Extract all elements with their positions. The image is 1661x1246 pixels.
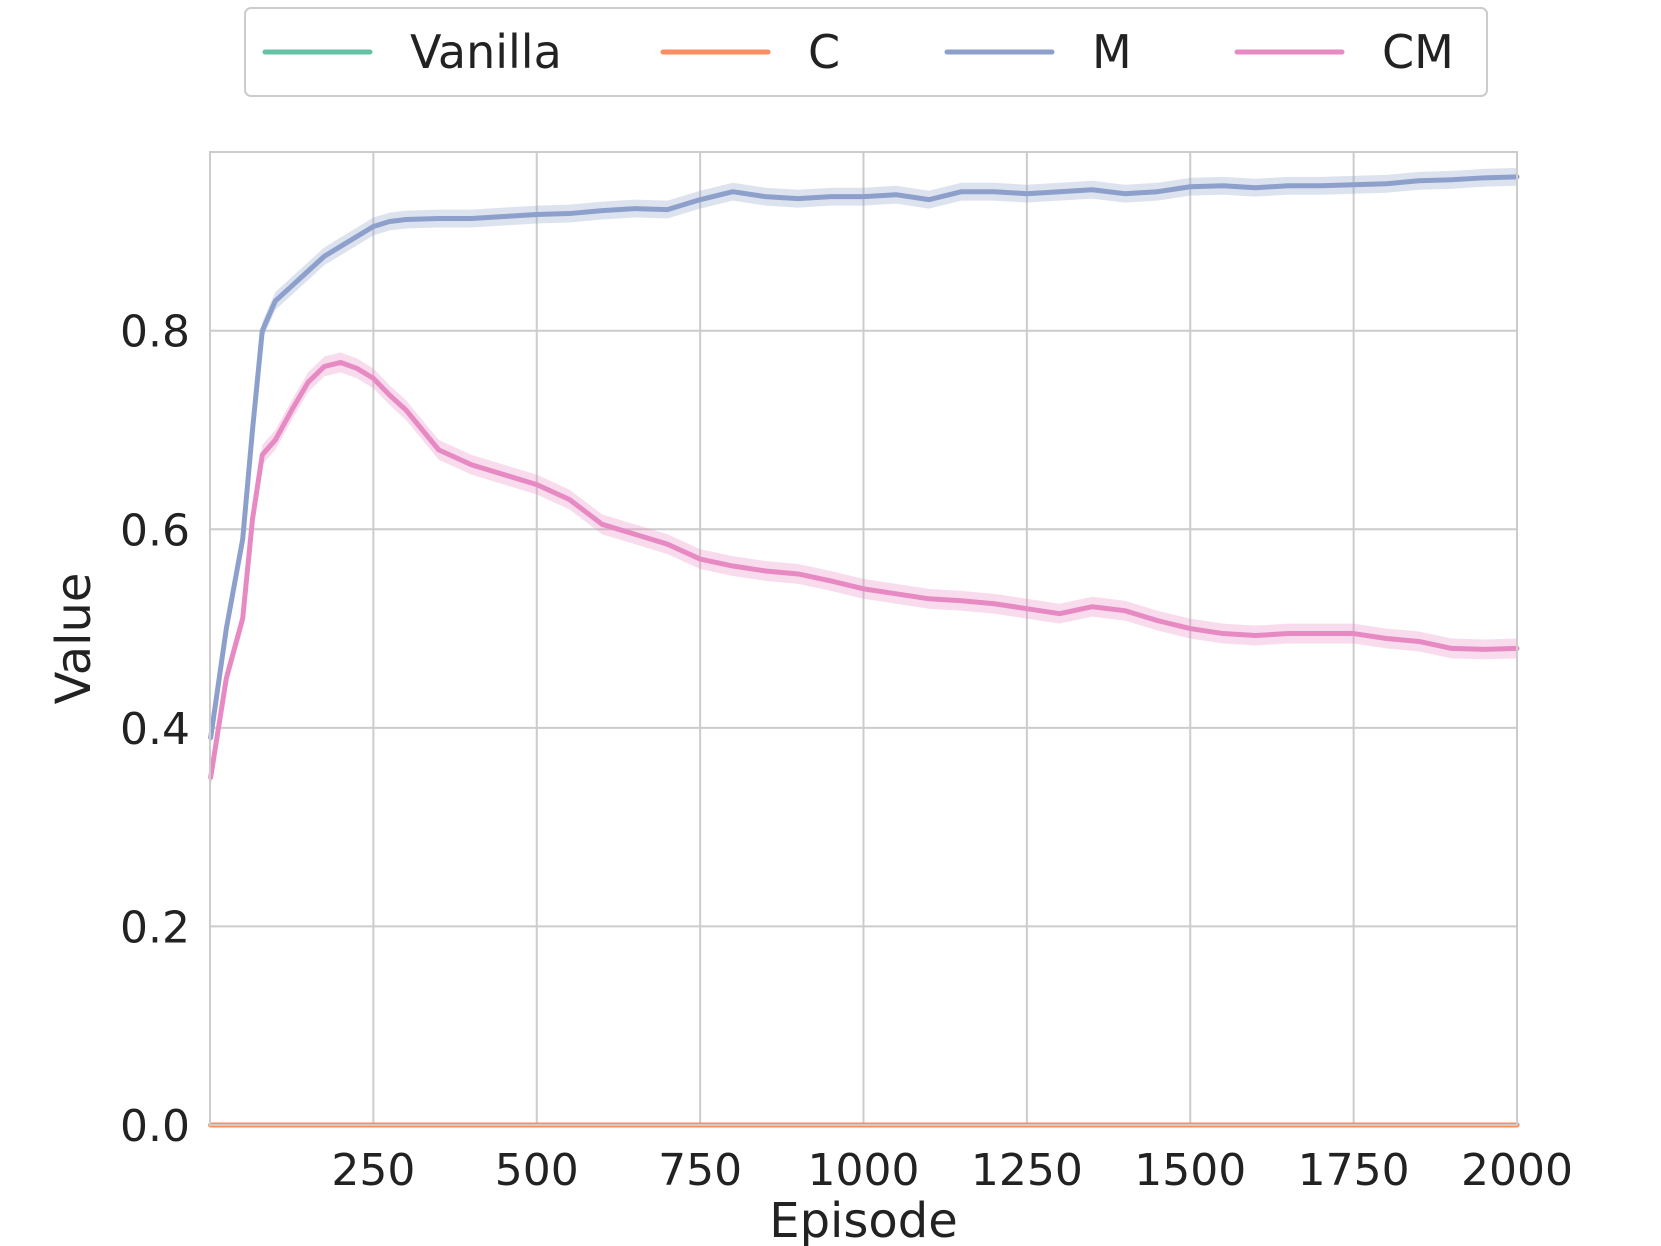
x-tick-label: 2000 xyxy=(1461,1145,1573,1196)
y-tick-labels: 0.0 0.2 0.4 0.6 0.8 xyxy=(120,307,190,1152)
series-line-m xyxy=(208,174,1520,741)
x-tick-label: 750 xyxy=(658,1145,742,1196)
x-tick-label: 250 xyxy=(331,1145,415,1196)
grid xyxy=(210,152,1518,1126)
legend-label-cm: CM xyxy=(1382,25,1454,79)
y-tick-label: 0.4 xyxy=(120,704,190,755)
y-tick-label: 0.6 xyxy=(120,505,190,556)
y-tick-label: 0.0 xyxy=(120,1101,190,1152)
x-tick-label: 1750 xyxy=(1298,1145,1410,1196)
legend-label-vanilla: Vanilla xyxy=(410,25,562,79)
legend: Vanilla C M CM xyxy=(244,7,1488,97)
y-axis-label: Value xyxy=(46,573,102,705)
x-axis-label: Episode xyxy=(769,1193,958,1246)
legend-label-c: C xyxy=(808,25,840,79)
series-line-cm xyxy=(208,359,1520,780)
x-tick-label: 500 xyxy=(495,1145,579,1196)
legend-box xyxy=(244,7,1488,97)
x-tick-label: 1000 xyxy=(808,1145,920,1196)
x-tick-label: 1250 xyxy=(971,1145,1083,1196)
x-tick-label: 1500 xyxy=(1134,1145,1246,1196)
x-tick-labels: 250 500 750 1000 1250 1500 1750 2000 xyxy=(331,1145,1573,1196)
y-tick-label: 0.2 xyxy=(120,902,190,953)
y-tick-label: 0.8 xyxy=(120,307,190,358)
plot-frame xyxy=(209,151,1518,1126)
legend-label-m: M xyxy=(1092,25,1132,79)
